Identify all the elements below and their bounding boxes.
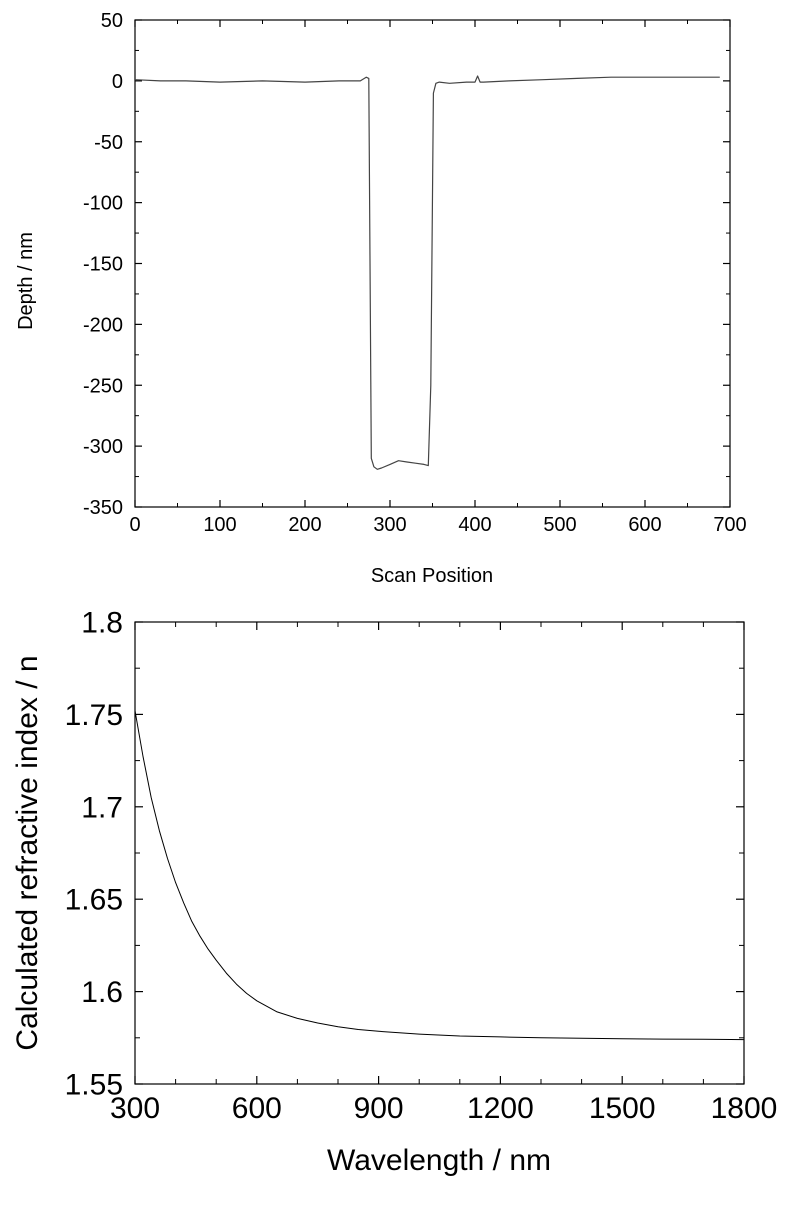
y-tick-label: -150	[83, 254, 123, 276]
y-tick-label: -50	[94, 132, 123, 154]
refractive-chart-marks: 300 600 900 1200 1500 1800 1.8 1.75 1.7 1.65 1.6 1.…	[65, 607, 778, 1126]
y-tick-label: 1.7	[81, 791, 123, 824]
x-tick-label: 300	[373, 514, 406, 536]
y-axis-label: Depth / nm	[15, 232, 37, 330]
y-tick-label: 1.55	[65, 1069, 123, 1102]
plot-frame	[134, 621, 745, 1085]
y-tick-label: -100	[83, 193, 123, 215]
depth-chart-marks: 0 100 200 300 400 500 600 700500-50-100-150-200…	[83, 10, 747, 536]
y-tick-label: 1.8	[81, 607, 123, 640]
series-line	[134, 710, 745, 1041]
plot-frame	[134, 19, 731, 508]
x-tick-label: 700	[713, 514, 746, 536]
x-tick-label: 600	[628, 514, 661, 536]
y-tick-label: -200	[83, 314, 123, 336]
x-axis-label: Wavelength / nm	[327, 1144, 551, 1177]
y-tick-label: -350	[83, 497, 123, 519]
y-tick-label: 0	[112, 71, 123, 93]
y-tick-label: 1.6	[81, 976, 123, 1009]
series-line	[134, 75, 720, 470]
refractive-index-chart: 300 600 900 1200 1500 1800 1.8 1.75 1.7 1.65 1.6 1.…	[11, 607, 777, 1178]
x-tick-label: 300	[110, 1092, 160, 1125]
x-tick-label: 600	[232, 1092, 282, 1125]
x-tick-label: 400	[458, 514, 491, 536]
x-tick-label: 1800	[711, 1092, 778, 1125]
y-axis-label: Calculated refractive index / n	[11, 655, 44, 1050]
x-tick-label: 200	[288, 514, 321, 536]
y-tick-label: -250	[83, 375, 123, 397]
x-tick-label: 500	[543, 514, 576, 536]
y-tick-label: 50	[101, 10, 123, 32]
y-tick-label: 1.75	[65, 699, 123, 732]
x-tick-label: 1500	[589, 1092, 656, 1125]
y-tick-label: 1.65	[65, 884, 123, 917]
depth-profile-chart: 0 100 200 300 400 500 600 700500-50-100-150-200…	[15, 10, 747, 587]
x-tick-label: 100	[203, 514, 236, 536]
x-axis-label: Scan Position	[371, 565, 493, 587]
x-tick-label: 0	[129, 514, 140, 536]
x-tick-label: 1200	[467, 1092, 534, 1125]
y-tick-label: -300	[83, 436, 123, 458]
x-tick-label: 900	[354, 1092, 404, 1125]
